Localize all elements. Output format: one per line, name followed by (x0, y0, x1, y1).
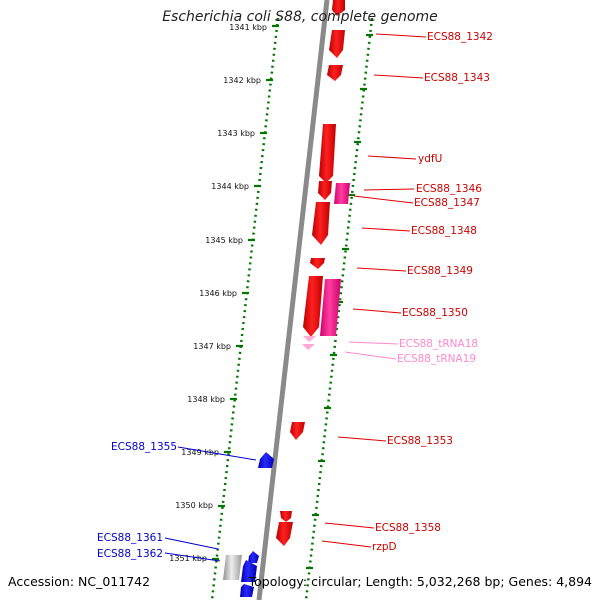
genome-backbone (256, 0, 330, 600)
feature-label[interactable]: ECS88_1353 (387, 435, 453, 447)
scale-label: 1344 kbp (211, 182, 249, 191)
scale-ticks (212, 24, 373, 570)
scale-label: 1351 kbp (169, 554, 207, 563)
gene-arrow[interactable] (332, 0, 345, 16)
scale-label: 1350 kbp (175, 501, 213, 510)
scale-label: 1349 kbp (181, 448, 219, 457)
feature-track-reverse (223, 452, 274, 597)
scale-label: 1342 kbp (223, 76, 261, 85)
gene-box[interactable] (223, 555, 242, 580)
gene-arrow[interactable] (276, 522, 293, 546)
trna-marker[interactable] (302, 344, 315, 350)
feature-label[interactable]: ECS88_tRNA19 (397, 353, 476, 365)
scale-label: 1343 kbp (217, 129, 255, 138)
feature-label[interactable]: ECS88_1361 (97, 532, 163, 544)
accession-text: Accession: NC_011742 (8, 574, 151, 589)
scale-label: 1341 kbp (229, 23, 267, 32)
gene-arrow[interactable] (310, 258, 325, 269)
scale-label: 1347 kbp (193, 342, 231, 351)
leader-lines (164, 33, 427, 562)
feature-label[interactable]: ECS88_1348 (411, 225, 477, 237)
trna-marker[interactable] (303, 336, 316, 342)
gene-arrow[interactable] (290, 422, 305, 440)
gene-arrow[interactable] (280, 511, 292, 522)
gene-arrow[interactable] (241, 560, 257, 582)
feature-label[interactable]: ECS88_1355 (111, 441, 177, 453)
feature-label[interactable]: ECS88_1350 (402, 307, 468, 319)
feature-label[interactable]: rzpD (372, 541, 397, 553)
gene-arrow[interactable] (240, 584, 254, 597)
gene-arrow[interactable] (258, 452, 274, 468)
feature-label[interactable]: ECS88_1346 (416, 183, 482, 195)
scale-track-right (304, 17, 374, 600)
feature-label[interactable]: ECS88_1347 (414, 197, 480, 209)
gene-arrow[interactable] (329, 30, 345, 58)
scale-label: 1345 kbp (205, 236, 243, 245)
gene-arrow[interactable] (312, 202, 330, 245)
gene-arrow[interactable] (327, 65, 343, 81)
feature-label[interactable]: ECS88_1349 (407, 265, 473, 277)
feature-label[interactable]: ECS88_1343 (424, 72, 490, 84)
gene-arrow[interactable] (319, 124, 336, 183)
rna-box[interactable] (334, 183, 350, 204)
feature-label[interactable]: ECS88_1342 (427, 31, 493, 43)
gene-arrow[interactable] (318, 181, 332, 200)
feature-label[interactable]: ECS88_1362 (97, 548, 163, 560)
rna-box[interactable] (320, 279, 341, 336)
feature-track-forward (276, 0, 350, 546)
scale-label: 1346 kbp (199, 289, 237, 298)
genome-title: Escherichia coli S88, complete genome (162, 9, 438, 25)
topology-text: Topology: circular; Length: 5,032,268 bp… (248, 574, 592, 589)
scale-track-left (210, 17, 280, 600)
scale-label: 1348 kbp (187, 395, 225, 404)
feature-label[interactable]: ydfU (418, 153, 442, 165)
feature-label[interactable]: ECS88_tRNA18 (399, 338, 478, 350)
gene-arrow[interactable] (248, 551, 259, 563)
gene-arrow[interactable] (303, 276, 323, 337)
feature-label[interactable]: ECS88_1358 (375, 522, 441, 534)
